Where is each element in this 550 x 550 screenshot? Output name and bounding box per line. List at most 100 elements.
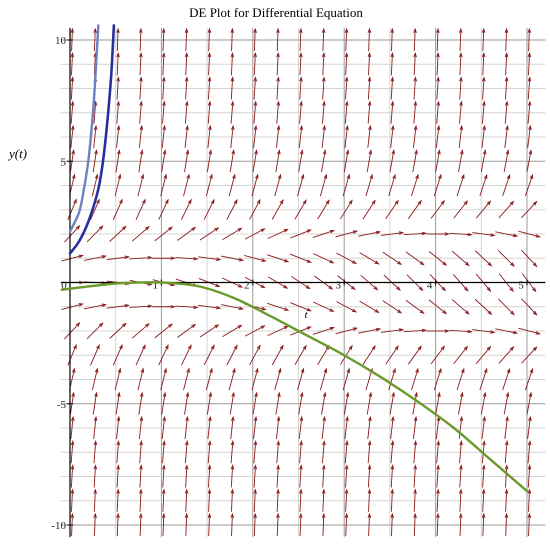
- field-arrow-head: [185, 100, 189, 106]
- field-arrow-shaft: [109, 323, 127, 339]
- field-arrow-head: [460, 149, 464, 155]
- field-arrow-shaft: [64, 225, 80, 243]
- field-arrow: [228, 367, 236, 391]
- field-arrow-head: [528, 149, 533, 155]
- field-arrow-shaft: [93, 126, 97, 148]
- field-arrow-head: [504, 27, 509, 33]
- field-arrow-head: [299, 488, 303, 494]
- field-arrow-shaft: [380, 329, 403, 333]
- field-arrow-head: [140, 173, 145, 179]
- field-arrow-head: [254, 391, 258, 397]
- field-arrow-shaft: [335, 230, 357, 238]
- field-arrow-shaft: [221, 304, 243, 310]
- field-arrow: [183, 173, 190, 197]
- field-arrow: [390, 488, 395, 512]
- field-arrow-head: [322, 464, 326, 470]
- field-arrow-head: [535, 234, 541, 238]
- field-arrow: [139, 464, 143, 488]
- field-arrow-shaft: [228, 368, 236, 391]
- field-arrow-shaft: [518, 327, 540, 335]
- field-arrow: [367, 488, 372, 512]
- field-arrow: [267, 228, 289, 240]
- field-arrow-shaft: [528, 53, 530, 76]
- field-arrow: [83, 255, 107, 261]
- field-arrow: [481, 100, 486, 124]
- field-arrow: [90, 343, 100, 366]
- field-arrow: [367, 439, 372, 464]
- field-arrow-head: [487, 310, 493, 316]
- field-arrow-shaft: [335, 327, 357, 335]
- field-arrow-shaft: [83, 304, 106, 310]
- y-axis-label: y(t): [7, 146, 27, 161]
- field-arrow: [253, 100, 258, 124]
- field-arrow-shaft: [83, 255, 106, 261]
- field-arrow-shaft: [498, 250, 515, 267]
- field-arrow-shaft: [366, 392, 372, 415]
- field-arrow-head: [162, 415, 166, 422]
- field-arrow: [230, 51, 235, 76]
- field-arrow: [480, 391, 487, 415]
- field-arrow-head: [260, 284, 266, 289]
- field-arrow: [322, 464, 326, 488]
- field-arrow-head: [71, 367, 76, 373]
- field-arrow-head: [277, 149, 281, 155]
- field-arrow: [413, 512, 417, 537]
- field-arrow-head: [161, 51, 166, 58]
- field-arrow-head: [98, 225, 104, 231]
- field-arrow-head: [139, 100, 143, 106]
- field-arrow-head: [94, 149, 98, 155]
- field-arrow: [61, 254, 84, 262]
- field-arrow: [527, 76, 532, 100]
- field-arrow-head: [260, 228, 266, 233]
- field-arrow: [359, 300, 380, 314]
- field-arrow-shaft: [319, 368, 327, 391]
- field-arrow-head: [322, 76, 326, 82]
- field-arrow: [502, 173, 511, 197]
- field-arrow-head: [70, 51, 75, 58]
- field-arrow-shaft: [207, 441, 211, 464]
- field-arrow: [453, 200, 469, 219]
- field-arrow-head: [162, 464, 166, 470]
- field-arrow-shaft: [198, 256, 221, 261]
- field-arrow-shaft: [521, 346, 537, 364]
- field-arrow-head: [345, 124, 349, 131]
- field-arrow-shaft: [435, 392, 440, 415]
- field-arrow-shaft: [267, 254, 289, 263]
- solution-curve-3: [60, 281, 529, 493]
- field-arrow-shaft: [459, 28, 462, 52]
- field-arrow-head: [75, 225, 81, 230]
- field-arrow-head: [367, 100, 372, 106]
- field-arrow: [527, 100, 532, 124]
- field-arrow-shaft: [505, 465, 508, 488]
- field-arrow: [161, 488, 166, 512]
- field-arrow-shaft: [290, 229, 311, 239]
- field-arrow: [458, 512, 463, 537]
- field-arrow-head: [421, 328, 428, 333]
- field-arrow: [527, 512, 532, 537]
- field-arrow-head: [459, 124, 464, 131]
- field-arrow-head: [185, 439, 189, 446]
- field-arrow-shaft: [253, 28, 256, 52]
- field-arrow: [184, 149, 190, 173]
- field-arrow-shaft: [368, 53, 371, 76]
- field-arrow: [319, 367, 328, 391]
- field-arrow: [181, 344, 192, 366]
- field-arrow: [479, 173, 488, 197]
- field-arrow: [456, 173, 465, 197]
- field-arrow-head: [208, 415, 212, 422]
- field-arrow-head: [209, 367, 213, 373]
- field-arrow: [290, 253, 312, 263]
- field-arrow: [312, 229, 336, 238]
- field-arrow: [70, 415, 75, 439]
- field-arrow: [90, 198, 100, 221]
- field-arrow: [276, 512, 280, 537]
- field-arrow-head: [490, 233, 496, 237]
- field-arrow-shaft: [345, 77, 348, 100]
- field-arrow-head: [261, 306, 267, 311]
- field-arrow: [458, 27, 463, 52]
- field-arrow: [504, 415, 509, 439]
- field-arrow-head: [346, 367, 350, 373]
- field-arrow: [184, 27, 189, 52]
- field-arrow: [244, 254, 267, 262]
- field-arrow: [390, 76, 395, 100]
